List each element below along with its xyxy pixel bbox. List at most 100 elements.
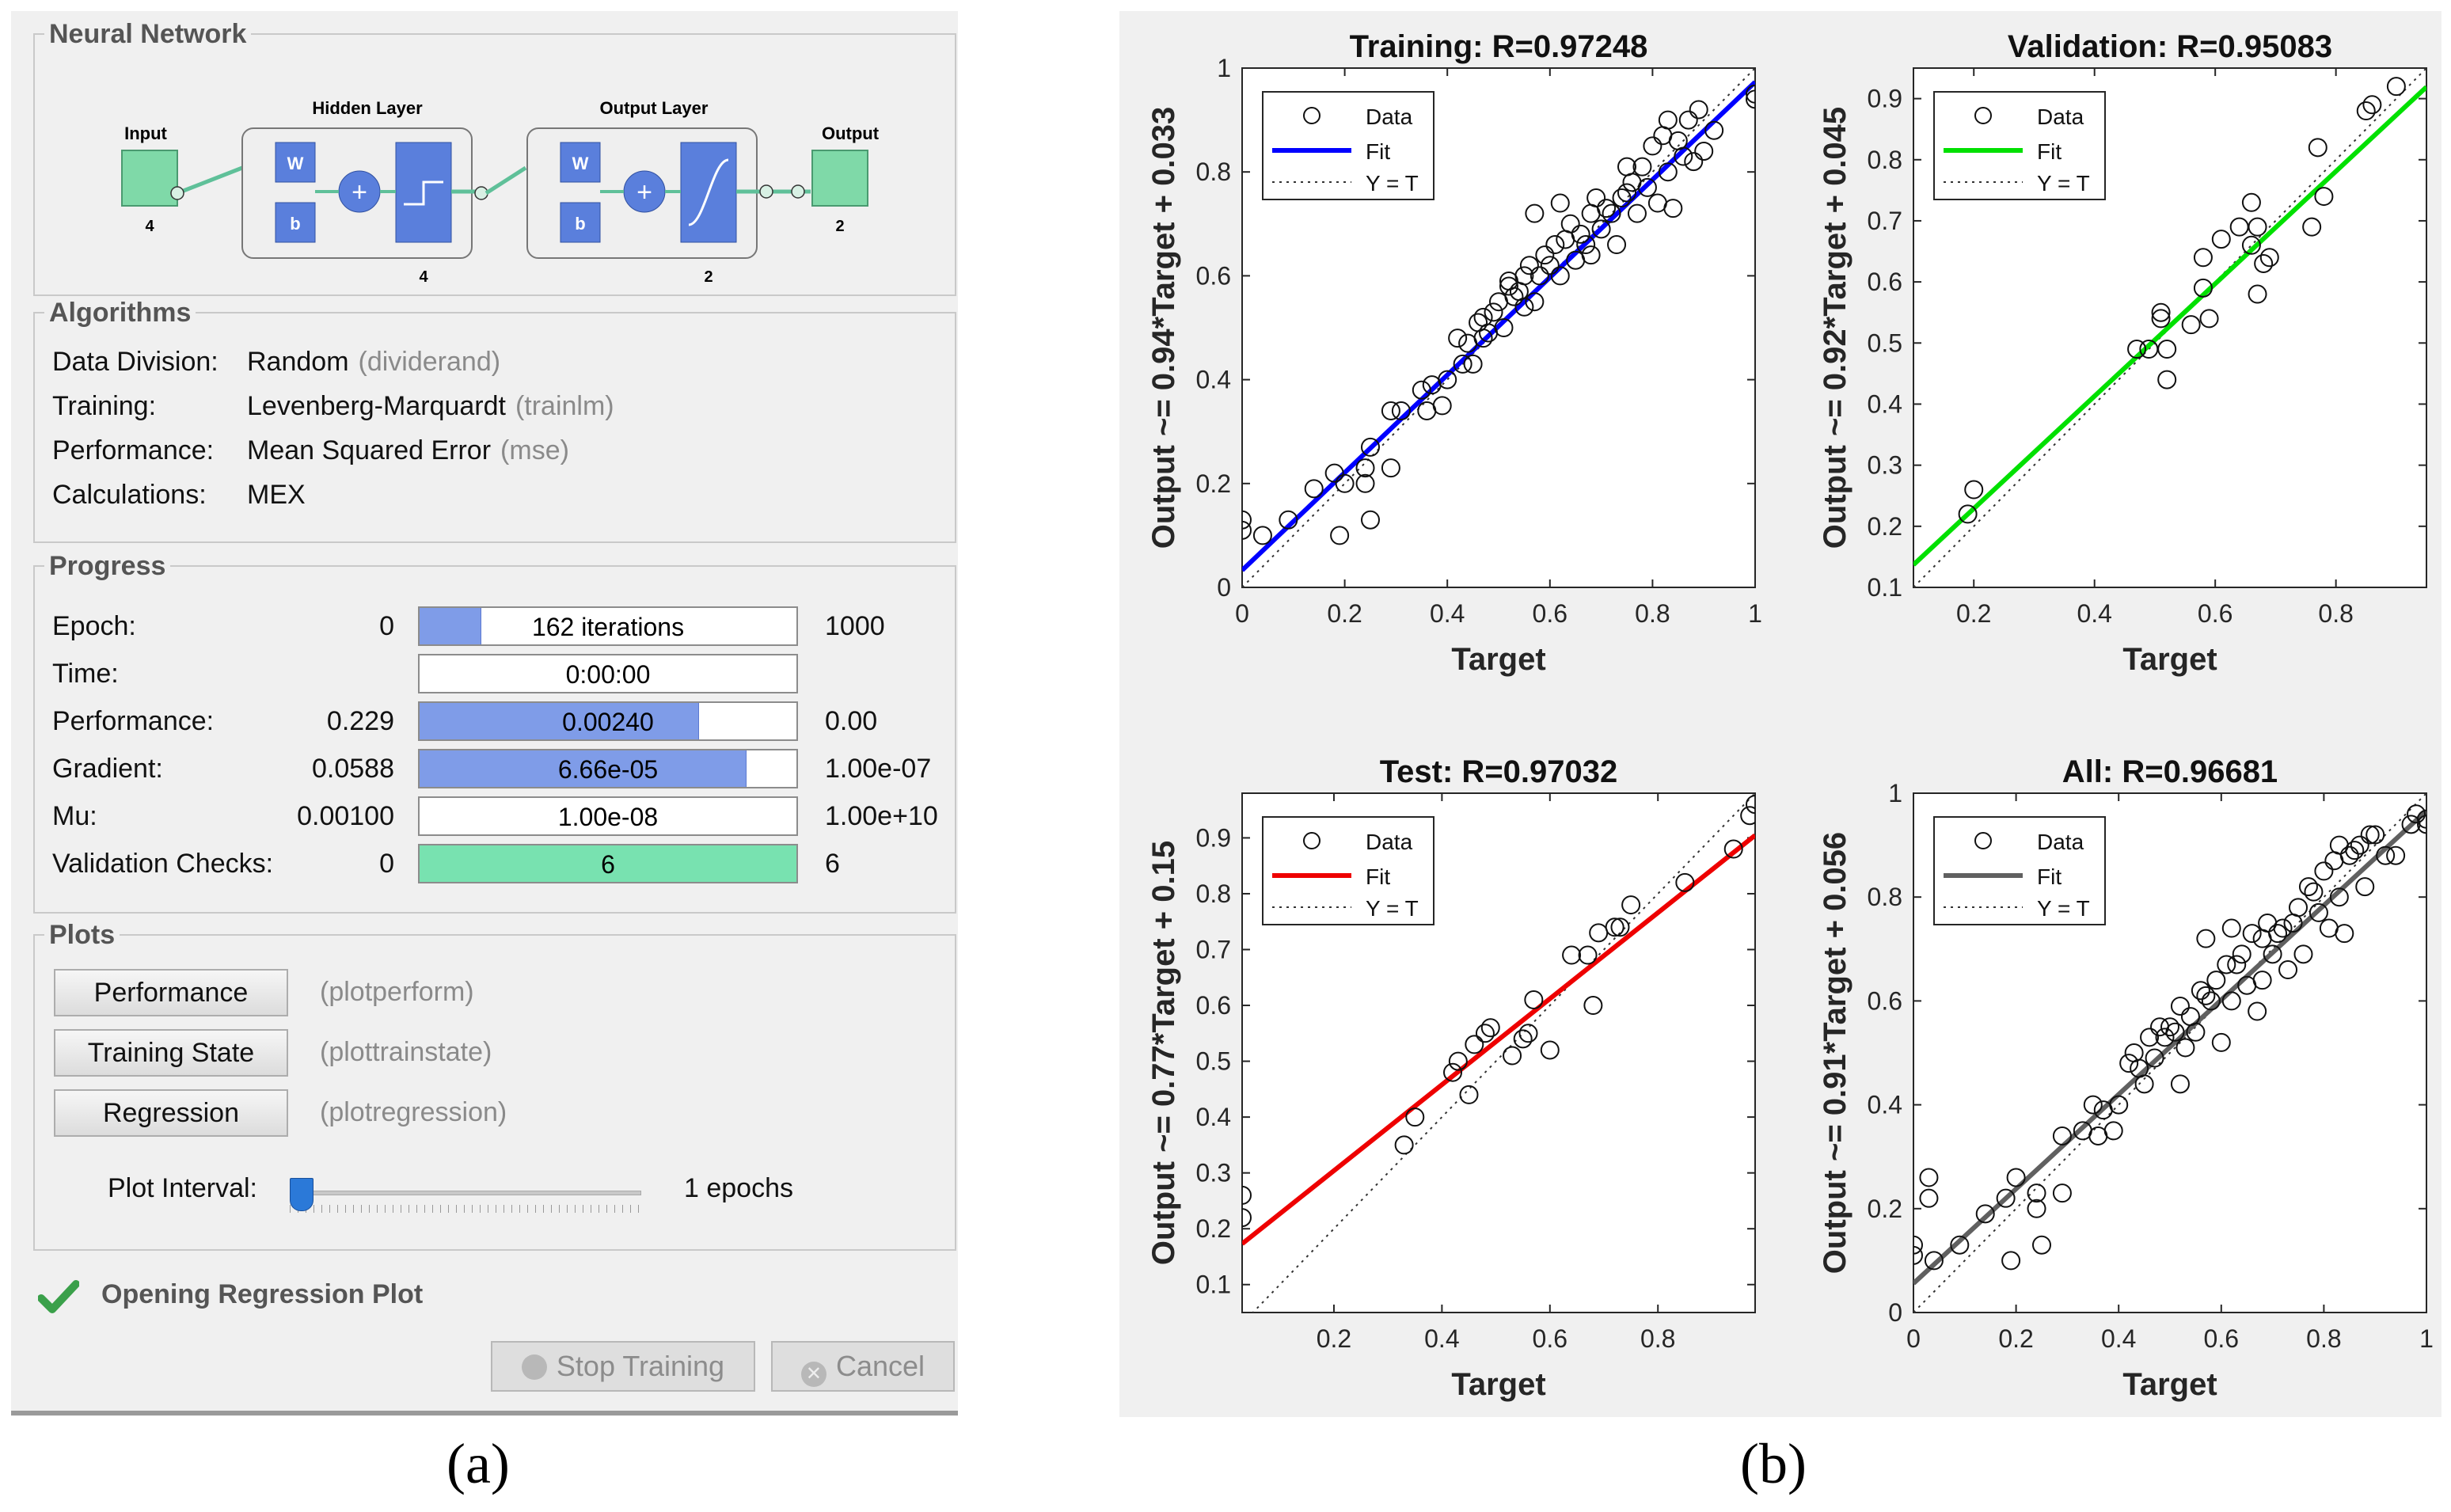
data-point: [2376, 845, 2396, 865]
data-point: [1330, 526, 1350, 545]
data-point: [2186, 1022, 2206, 1042]
training-state-plot-button[interactable]: Training State: [54, 1029, 288, 1077]
data-point: [1704, 120, 1724, 140]
data-point: [1723, 839, 1743, 859]
algorithm-key: Performance:: [52, 435, 215, 465]
y-tick-label: 0.3: [1196, 1159, 1231, 1187]
stop-training-label: Stop Training: [556, 1350, 725, 1382]
input-box: [121, 150, 178, 207]
data-point: [1242, 510, 1252, 530]
legend-box: [1933, 91, 2106, 200]
legend-fit-label: Fit: [2037, 864, 2062, 889]
validation-bar-fill: [420, 845, 796, 882]
y-tick-label: 1: [1888, 779, 1902, 807]
stop-training-button[interactable]: Stop Training: [491, 1341, 755, 1392]
data-point: [1674, 146, 1693, 166]
regression-figure: 0 0.2 0.4 0.6 0.8 1 0 0.2 0.4 0.6 0.8 1 Training: R=…: [1119, 11, 2442, 1417]
data-point: [1612, 188, 1632, 207]
x-tick-label: 0.8: [1640, 1324, 1675, 1353]
data-point: [1475, 1024, 1495, 1043]
legend-data-marker: [1303, 832, 1320, 849]
plot-fn: (plotperform): [320, 977, 474, 1007]
time-value: 0:00:00: [565, 660, 651, 689]
data-point: [1525, 292, 1545, 312]
data-point: [2193, 278, 2213, 298]
regression-plot-button[interactable]: Regression: [54, 1089, 288, 1137]
progress-min: 0: [379, 611, 394, 641]
caption-a: (a): [446, 1432, 510, 1495]
data-point: [2248, 1001, 2267, 1021]
performance-plot-button[interactable]: Performance: [54, 969, 288, 1016]
data-point: [1746, 84, 1755, 104]
x-tick-label: 0.2: [1317, 1324, 1351, 1353]
slider-thumb[interactable]: [290, 1178, 314, 1211]
data-point: [1545, 235, 1565, 255]
output-layer-label: Output Layer: [600, 98, 709, 118]
data-point: [1499, 271, 1518, 291]
plus-icon: +: [636, 177, 652, 207]
data-point: [2176, 1038, 2195, 1058]
data-point: [1746, 795, 1755, 815]
data-point: [2227, 955, 2247, 974]
data-point: [1958, 504, 1978, 524]
progress-label: Gradient:: [52, 754, 163, 784]
data-point: [2217, 955, 2236, 974]
chart-title: Training: R=0.97248: [1350, 29, 1648, 64]
y-tick-label: 0.2: [1196, 1214, 1231, 1243]
algorithm-fn: (dividerand): [358, 347, 501, 377]
data-point: [1678, 110, 1698, 130]
y-axis-label: Output ~= 0.94*Target + 0.033: [1146, 107, 1181, 549]
data-point: [2221, 991, 2241, 1011]
cancel-button[interactable]: ✕ Cancel: [771, 1341, 955, 1392]
data-point: [2248, 217, 2267, 237]
y-tick-label: 0.8: [1868, 146, 1902, 174]
data-point: [2221, 918, 2241, 938]
data-point: [2127, 340, 2147, 359]
y-tick-label: 0.6: [1868, 986, 1902, 1015]
data-point: [1694, 141, 1714, 161]
data-point: [1746, 89, 1755, 109]
regression-chart-1: 0.2 0.4 0.6 0.8 0.1 0.2 0.3 0.4 0.5 0.6 0.7 0.8 0.9 V…: [1818, 29, 2427, 677]
data-point: [1480, 1018, 1500, 1038]
hidden-layer-label: Hidden Layer: [312, 98, 423, 118]
output-w-label: W: [572, 154, 589, 173]
data-point: [1540, 256, 1560, 275]
data-point: [1252, 526, 1272, 545]
algorithm-row-division: Data Division: Random (dividerand): [52, 347, 500, 378]
data-point: [1913, 1235, 1923, 1255]
data-point: [1361, 510, 1380, 530]
data-point: [2252, 971, 2272, 990]
algorithm-key: Data Division:: [52, 347, 218, 377]
y-tick-label: 0.7: [1868, 207, 1902, 235]
window-bottom-edge: [11, 1411, 958, 1415]
regression-chart-3: 0 0.2 0.4 0.6 0.8 1 0 0.2 0.4 0.6 0.8 1 All: R=0.966…: [1818, 754, 2434, 1402]
data-point: [2211, 1032, 2231, 1052]
data-point: [1443, 1062, 1463, 1082]
algorithm-fn: (mse): [500, 435, 569, 465]
x-tick-label: 0.6: [1533, 1324, 1568, 1353]
data-point: [2289, 898, 2308, 917]
plot-interval-label: Plot Interval:: [108, 1173, 257, 1203]
plot-interval-slider[interactable]: [290, 1178, 641, 1219]
data-point: [2356, 101, 2376, 121]
algorithm-row-performance: Performance: Mean Squared Error (mse): [52, 435, 569, 466]
data-point: [1597, 199, 1617, 218]
data-point: [1617, 157, 1636, 177]
data-point: [2193, 248, 2213, 268]
data-point: [1463, 354, 1483, 374]
x-tick-label: 1: [1748, 599, 1762, 628]
network-diagram: Input 4 Hidden Layer W b + 4 Output Lay: [121, 98, 880, 286]
data-point: [1494, 318, 1514, 337]
data-point: [2165, 1022, 2185, 1042]
data-point: [1355, 473, 1375, 493]
algorithm-value: MEX: [247, 480, 306, 510]
data-point: [1950, 1235, 1970, 1255]
data-point: [1448, 1051, 1468, 1071]
data-point: [1459, 1085, 1479, 1104]
y-tick-label: 0.6: [1196, 991, 1231, 1020]
data-point: [2386, 845, 2406, 865]
y-tick-label: 0.2: [1868, 1195, 1902, 1223]
data-point: [2241, 235, 2261, 255]
output-box: [811, 150, 868, 207]
legend-fit-label: Fit: [1366, 139, 1390, 164]
